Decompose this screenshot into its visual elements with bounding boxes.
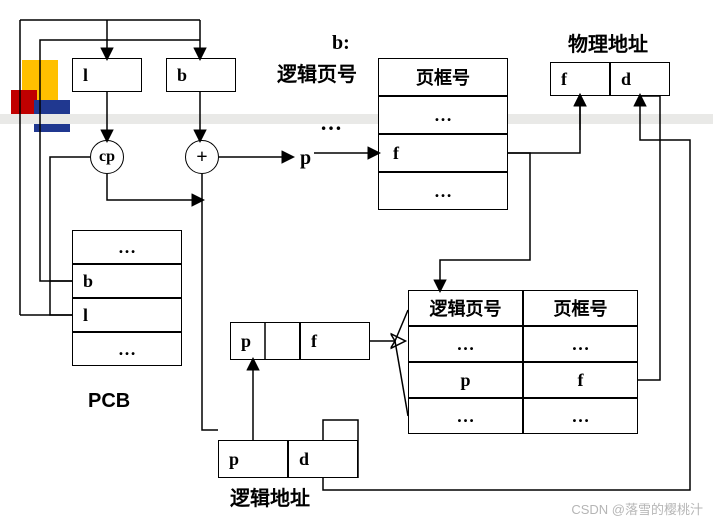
plus-label: + xyxy=(196,146,207,169)
pf-cell-f: f xyxy=(300,322,370,360)
logical-addr-label: 逻辑地址 xyxy=(230,482,310,511)
page-table-bot-r2c1: … xyxy=(523,398,638,434)
page-table-bot-h1: 页框号 xyxy=(523,290,638,326)
watermark: CSDN @落雪的樱桃汁 xyxy=(571,499,703,518)
pcb-row3: … xyxy=(72,332,182,366)
page-table-top-header: 页框号 xyxy=(378,58,508,96)
gray-band xyxy=(0,114,713,124)
pcb-row2: l xyxy=(72,298,182,332)
page-table-top-row2: … xyxy=(378,172,508,210)
phys-addr-f: f xyxy=(550,62,610,96)
plus-circle: + xyxy=(185,140,219,174)
page-table-top-row1: f xyxy=(378,134,508,172)
b-colon-label: b: xyxy=(332,32,350,55)
page-table-top-row0: … xyxy=(378,96,508,134)
l-label: l xyxy=(83,65,88,86)
page-table-bot-h0: 逻辑页号 xyxy=(408,290,523,326)
pcb-row1: b xyxy=(72,264,182,298)
b-label: b xyxy=(177,65,187,86)
page-table-bot-r1c1: f xyxy=(523,362,638,398)
phys-addr-d: d xyxy=(610,62,670,96)
logical-page-no-top: 逻辑页号 xyxy=(277,58,357,87)
page-table-bot-r1c0: p xyxy=(408,362,523,398)
pcb-row0: … xyxy=(72,230,182,264)
physical-addr-label: 物理地址 xyxy=(568,28,648,57)
pcb-label: PCB xyxy=(88,390,130,413)
l-box: l xyxy=(72,58,142,92)
page-table-bot-r0c1: … xyxy=(523,326,638,362)
cp-label: cp xyxy=(99,148,115,166)
p-after-plus: p xyxy=(300,147,311,170)
pd-cell-p: p xyxy=(218,440,288,478)
cp-circle: cp xyxy=(90,140,124,174)
page-table-bot-r0c0: … xyxy=(408,326,523,362)
pd-cell-d: d xyxy=(288,440,358,478)
b-box: b xyxy=(166,58,236,92)
pf-cell-p: p xyxy=(230,322,300,360)
page-table-bot-r2c0: … xyxy=(408,398,523,434)
dots-mid: … xyxy=(320,110,342,136)
